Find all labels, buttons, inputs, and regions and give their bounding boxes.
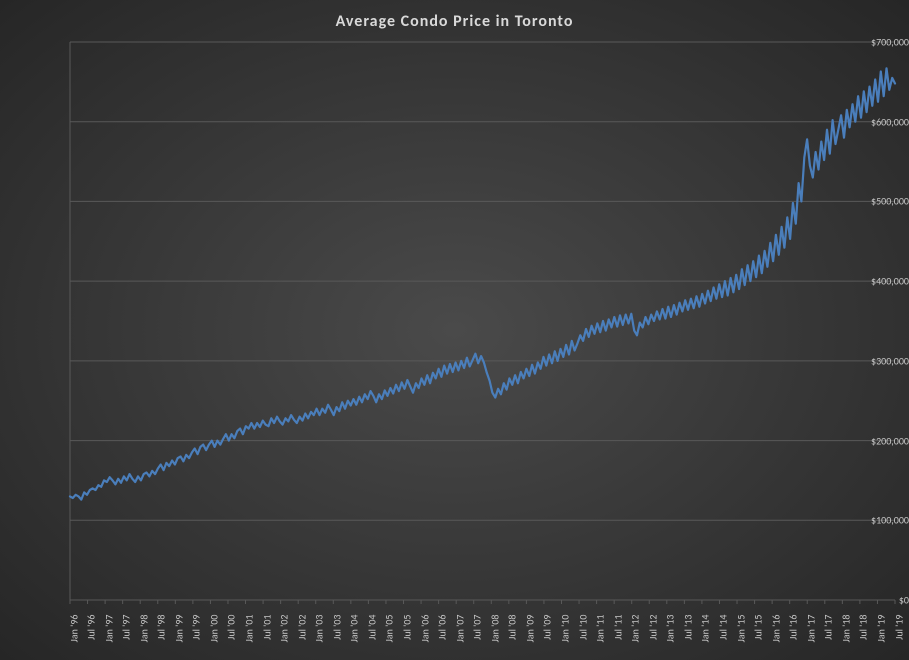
x-tick-label: Jul '96 bbox=[85, 615, 98, 640]
x-tick-label: Jan '06 bbox=[418, 615, 431, 643]
x-tick-label: Jan '07 bbox=[453, 615, 466, 643]
y-tick-label: $200,000 bbox=[845, 434, 909, 447]
x-tick-label: Jul '08 bbox=[506, 615, 519, 640]
y-tick-label: $600,000 bbox=[845, 115, 909, 128]
x-tick-label: Jan '99 bbox=[172, 615, 185, 643]
x-tick-label: Jul '15 bbox=[752, 615, 765, 640]
x-tick-label: Jul '16 bbox=[787, 615, 800, 640]
x-tick-label: Jul '12 bbox=[646, 615, 659, 640]
x-tick-label: Jan '16 bbox=[769, 615, 782, 643]
x-tick-label: Jan '17 bbox=[804, 615, 817, 643]
x-tick-label: Jul '14 bbox=[716, 615, 729, 640]
x-tick-label: Jan '97 bbox=[102, 615, 115, 643]
x-tick-label: Jan '03 bbox=[313, 615, 326, 643]
x-tick-label: Jan '02 bbox=[278, 615, 291, 643]
y-tick-label: $300,000 bbox=[845, 354, 909, 367]
x-tick-label: Jul '01 bbox=[260, 615, 273, 640]
x-tick-label: Jul '19 bbox=[892, 615, 905, 640]
x-tick-label: Jan '11 bbox=[594, 615, 607, 643]
x-tick-label: Jul '18 bbox=[857, 615, 870, 640]
x-tick-label: Jan '19 bbox=[874, 615, 887, 643]
x-tick-label: Jul '11 bbox=[611, 615, 624, 640]
x-tick-label: Jul '13 bbox=[681, 615, 694, 640]
x-tick-label: Jul '09 bbox=[541, 615, 554, 640]
x-tick-label: Jan '05 bbox=[383, 615, 396, 643]
x-tick-label: Jan '04 bbox=[348, 615, 361, 643]
x-tick-label: Jan '14 bbox=[699, 615, 712, 643]
x-tick-label: Jan '08 bbox=[488, 615, 501, 643]
x-tick-label: Jan '13 bbox=[664, 615, 677, 643]
x-tick-label: Jul '99 bbox=[190, 615, 203, 640]
x-tick-label: Jul '00 bbox=[225, 615, 238, 640]
y-tick-label: $400,000 bbox=[845, 275, 909, 288]
price-line-series bbox=[70, 68, 895, 499]
x-tick-label: Jan '98 bbox=[137, 615, 150, 643]
x-tick-label: Jul '07 bbox=[471, 615, 484, 640]
x-tick-label: Jan '09 bbox=[523, 615, 536, 643]
y-tick-label: $700,000 bbox=[845, 36, 909, 49]
x-tick-label: Jul '05 bbox=[401, 615, 414, 640]
x-tick-label: Jan '00 bbox=[207, 615, 220, 643]
y-tick-label: $0 bbox=[845, 594, 909, 607]
chart-container: Average Condo Price in Toronto $0$100,00… bbox=[0, 0, 909, 660]
x-tick-label: Jul '10 bbox=[576, 615, 589, 640]
x-tick-label: Jan '18 bbox=[839, 615, 852, 643]
y-tick-label: $100,000 bbox=[845, 514, 909, 527]
x-tick-label: Jul '17 bbox=[822, 615, 835, 640]
x-tick-label: Jan '15 bbox=[734, 615, 747, 643]
x-tick-label: Jan '12 bbox=[629, 615, 642, 643]
x-tick-label: Jan '96 bbox=[67, 615, 80, 643]
chart-plot-area bbox=[0, 0, 909, 660]
x-tick-label: Jul '98 bbox=[155, 615, 168, 640]
y-tick-label: $500,000 bbox=[845, 195, 909, 208]
x-tick-label: Jul '04 bbox=[365, 615, 378, 640]
x-tick-label: Jul '02 bbox=[295, 615, 308, 640]
x-tick-label: Jan '01 bbox=[243, 615, 256, 643]
x-tick-label: Jul '97 bbox=[120, 615, 133, 640]
x-tick-label: Jan '10 bbox=[558, 615, 571, 643]
x-tick-label: Jul '03 bbox=[330, 615, 343, 640]
x-tick-label: Jul '06 bbox=[436, 615, 449, 640]
